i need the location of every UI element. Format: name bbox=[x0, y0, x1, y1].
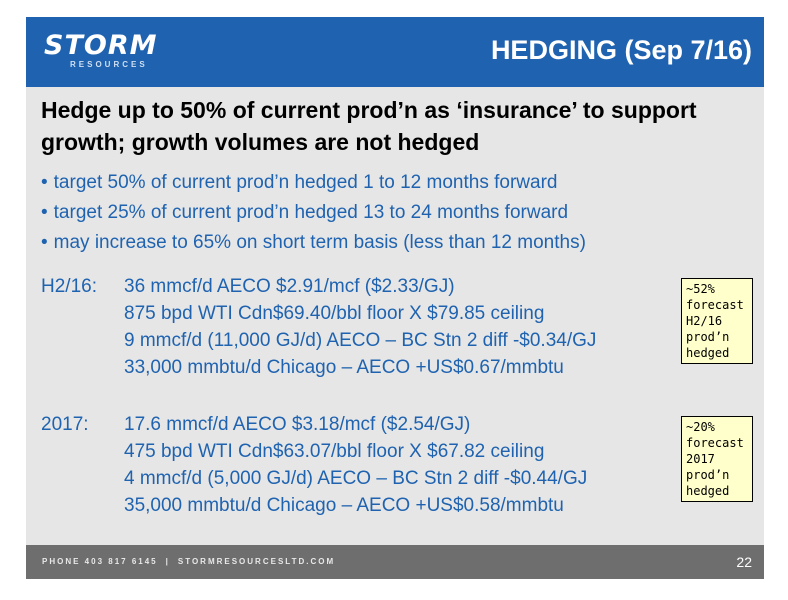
hedge-line: 17.6 mmcf/d AECO $3.18/mcf ($2.54/GJ) bbox=[124, 414, 471, 435]
bullet-item: target 50% of current prod’n hedged 1 to… bbox=[41, 168, 586, 198]
note-line: hedged bbox=[686, 484, 730, 498]
header-bar: STORM RESOURCES HEDGING (Sep 7/16) bbox=[26, 17, 764, 87]
bullet-item: target 25% of current prod’n hedged 13 t… bbox=[41, 198, 586, 228]
slide: STORM RESOURCES HEDGING (Sep 7/16) Hedge… bbox=[26, 17, 764, 579]
hedge-period-label: 2017: bbox=[41, 414, 89, 435]
footer-contact: PHONE 403 817 6145 | STORMRESOURCESLTD.COM bbox=[42, 557, 335, 566]
note-line: H2/16 bbox=[686, 314, 723, 328]
note-line: ~52% bbox=[686, 282, 715, 296]
note-line: forecast bbox=[686, 436, 744, 450]
hedge-line: 875 bpd WTI Cdn$69.40/bbl floor X $79.85… bbox=[124, 303, 545, 324]
logo-wordmark: STORM bbox=[44, 30, 158, 61]
hedge-line: 475 bpd WTI Cdn$63.07/bbl floor X $67.82… bbox=[124, 441, 545, 462]
hedge-lines: 17.6 mmcf/d AECO $3.18/mcf ($2.54/GJ) 47… bbox=[124, 411, 587, 519]
forecast-note-h2-16: ~52% forecast H2/16 prod’n hedged bbox=[681, 278, 753, 364]
note-line: prod’n bbox=[686, 468, 730, 482]
footer-phone: PHONE 403 817 6145 bbox=[42, 557, 158, 566]
logo-subtitle: RESOURCES bbox=[70, 60, 148, 69]
bullet-list: target 50% of current prod’n hedged 1 to… bbox=[41, 168, 586, 258]
page-number: 22 bbox=[736, 554, 752, 570]
storm-logo: STORM RESOURCES bbox=[44, 31, 164, 75]
footer-bar: PHONE 403 817 6145 | STORMRESOURCESLTD.COM… bbox=[26, 545, 764, 579]
note-line: hedged bbox=[686, 346, 730, 360]
hedge-line: 4 mmcf/d (5,000 GJ/d) AECO – BC Stn 2 di… bbox=[124, 468, 588, 489]
headline: Hedge up to 50% of current prod’n as ‘in… bbox=[41, 97, 697, 155]
hedge-line: 35,000 mmbtu/d Chicago – AECO +US$0.58/m… bbox=[124, 495, 564, 516]
note-line: forecast bbox=[686, 298, 744, 312]
footer-separator: | bbox=[165, 557, 170, 566]
hedge-line: 33,000 mmbtu/d Chicago – AECO +US$0.67/m… bbox=[124, 357, 564, 378]
slide-title: HEDGING (Sep 7/16) bbox=[490, 35, 752, 65]
hedge-line: 36 mmcf/d AECO $2.91/mcf ($2.33/GJ) bbox=[124, 276, 455, 297]
bullet-item: may increase to 65% on short term basis … bbox=[41, 228, 586, 258]
footer-website-link[interactable]: STORMRESOURCESLTD.COM bbox=[177, 557, 336, 566]
hedge-line: 9 mmcf/d (11,000 GJ/d) AECO – BC Stn 2 d… bbox=[124, 330, 597, 351]
note-line: ~20% bbox=[686, 420, 715, 434]
forecast-note-2017: ~20% forecast 2017 prod’n hedged bbox=[681, 416, 753, 502]
hedge-period-label: H2/16: bbox=[41, 276, 97, 297]
note-line: prod’n bbox=[686, 330, 730, 344]
note-line: 2017 bbox=[686, 452, 715, 466]
hedge-lines: 36 mmcf/d AECO $2.91/mcf ($2.33/GJ) 875 … bbox=[124, 273, 596, 381]
